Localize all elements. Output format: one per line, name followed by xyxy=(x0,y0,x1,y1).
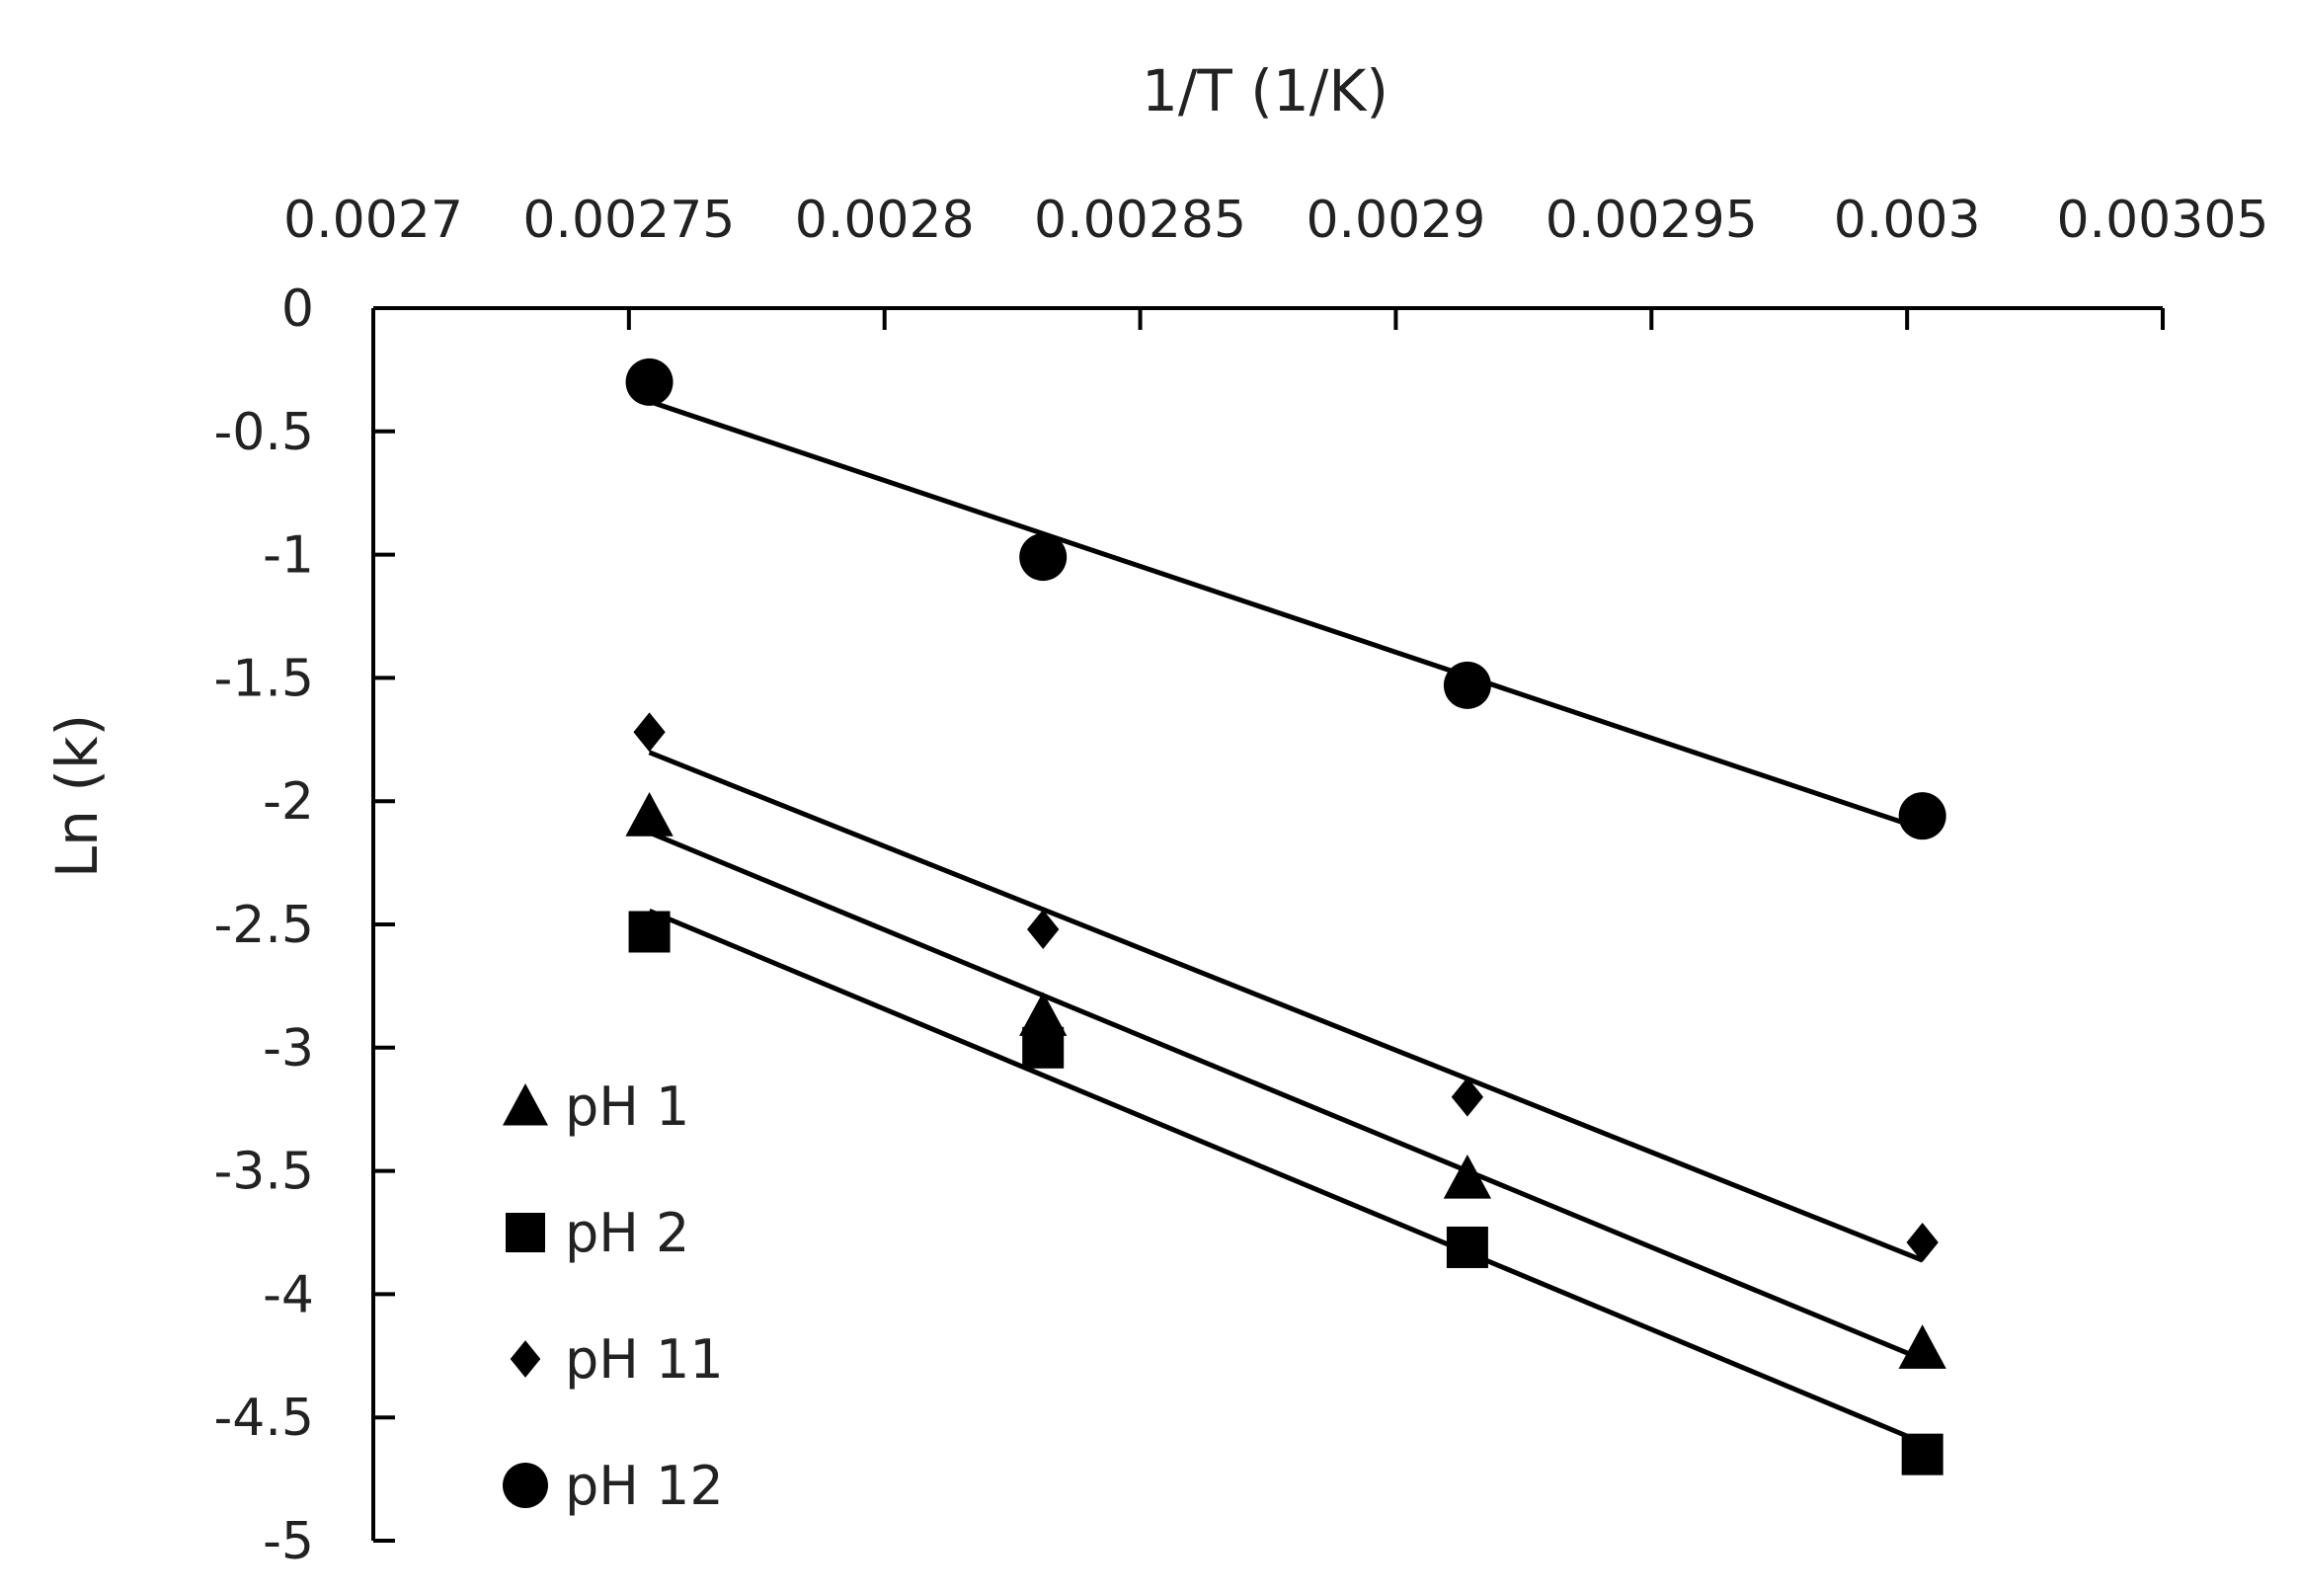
x-tick-label: 0.0029 xyxy=(1306,191,1485,250)
point-ph-2 xyxy=(1901,1433,1943,1476)
y-tick-label: -3.5 xyxy=(214,1143,314,1202)
y-tick-label: -2 xyxy=(263,772,314,832)
legend-marker-ph-2 xyxy=(506,1213,545,1252)
legend-marker-ph-12 xyxy=(503,1463,548,1508)
trendline-ph-1 xyxy=(648,830,1924,1362)
point-ph-1 xyxy=(1019,992,1068,1036)
x-tick-label: 0.00295 xyxy=(1546,191,1758,250)
point-ph-2 xyxy=(1446,1226,1488,1268)
data-points xyxy=(625,358,1946,1476)
x-tick-label: 0.00275 xyxy=(522,191,735,250)
point-ph-12 xyxy=(625,358,674,406)
point-ph-1 xyxy=(625,792,674,837)
y-axis-title: Ln (k) xyxy=(43,714,111,878)
y-tick-label: -2.5 xyxy=(214,896,314,955)
point-ph-1 xyxy=(1443,1154,1492,1199)
y-tick-label: 0 xyxy=(281,279,314,339)
x-axis-title: 1/T (1/K) xyxy=(1142,57,1388,124)
legend-marker-ph-11 xyxy=(510,1340,541,1378)
y-tick-label: -4.5 xyxy=(214,1389,314,1448)
point-ph-11 xyxy=(1906,1223,1939,1262)
legend-label-ph-11: pH 11 xyxy=(565,1328,724,1391)
x-tick-label: 0.003 xyxy=(1834,191,1981,250)
y-tick-label: -0.5 xyxy=(214,403,314,462)
legend-label-ph-1: pH 1 xyxy=(565,1076,689,1138)
point-ph-12 xyxy=(1443,661,1491,709)
point-ph-11 xyxy=(633,712,666,753)
point-ph-12 xyxy=(1019,533,1068,582)
y-tick-label: -1.5 xyxy=(214,649,314,708)
y-tick-label: -1 xyxy=(263,526,314,586)
point-ph-2 xyxy=(1022,1026,1065,1069)
x-tick-label: 0.00285 xyxy=(1034,191,1246,250)
y-tick-label: -3 xyxy=(263,1019,314,1078)
axes: 0.0027 0.00275 0.0028 0.00285 0.0029 0.00295 0… xyxy=(214,191,2269,1571)
y-tick-label: -4 xyxy=(263,1265,314,1324)
legend-marker-ph-1 xyxy=(503,1083,548,1126)
point-ph-11 xyxy=(1027,910,1060,949)
point-ph-11 xyxy=(1451,1077,1484,1117)
legend: pH 1 pH 2 pH 11 pH 12 xyxy=(503,1076,724,1517)
point-ph-1 xyxy=(1898,1324,1946,1369)
trendlines xyxy=(648,399,1924,1445)
point-ph-12 xyxy=(1898,792,1946,840)
trendline-ph-2 xyxy=(648,908,1924,1445)
x-tick-label: 0.00305 xyxy=(2056,191,2268,250)
x-tick-label: 0.0028 xyxy=(795,191,975,250)
y-tick-label: -5 xyxy=(263,1512,314,1571)
trendline-ph-11 xyxy=(648,750,1924,1263)
point-ph-2 xyxy=(628,911,671,953)
trendline-ph-12 xyxy=(648,399,1924,832)
legend-label-ph-2: pH 2 xyxy=(565,1202,689,1264)
x-tick-label: 0.0027 xyxy=(283,191,463,250)
legend-label-ph-12: pH 12 xyxy=(565,1455,724,1517)
